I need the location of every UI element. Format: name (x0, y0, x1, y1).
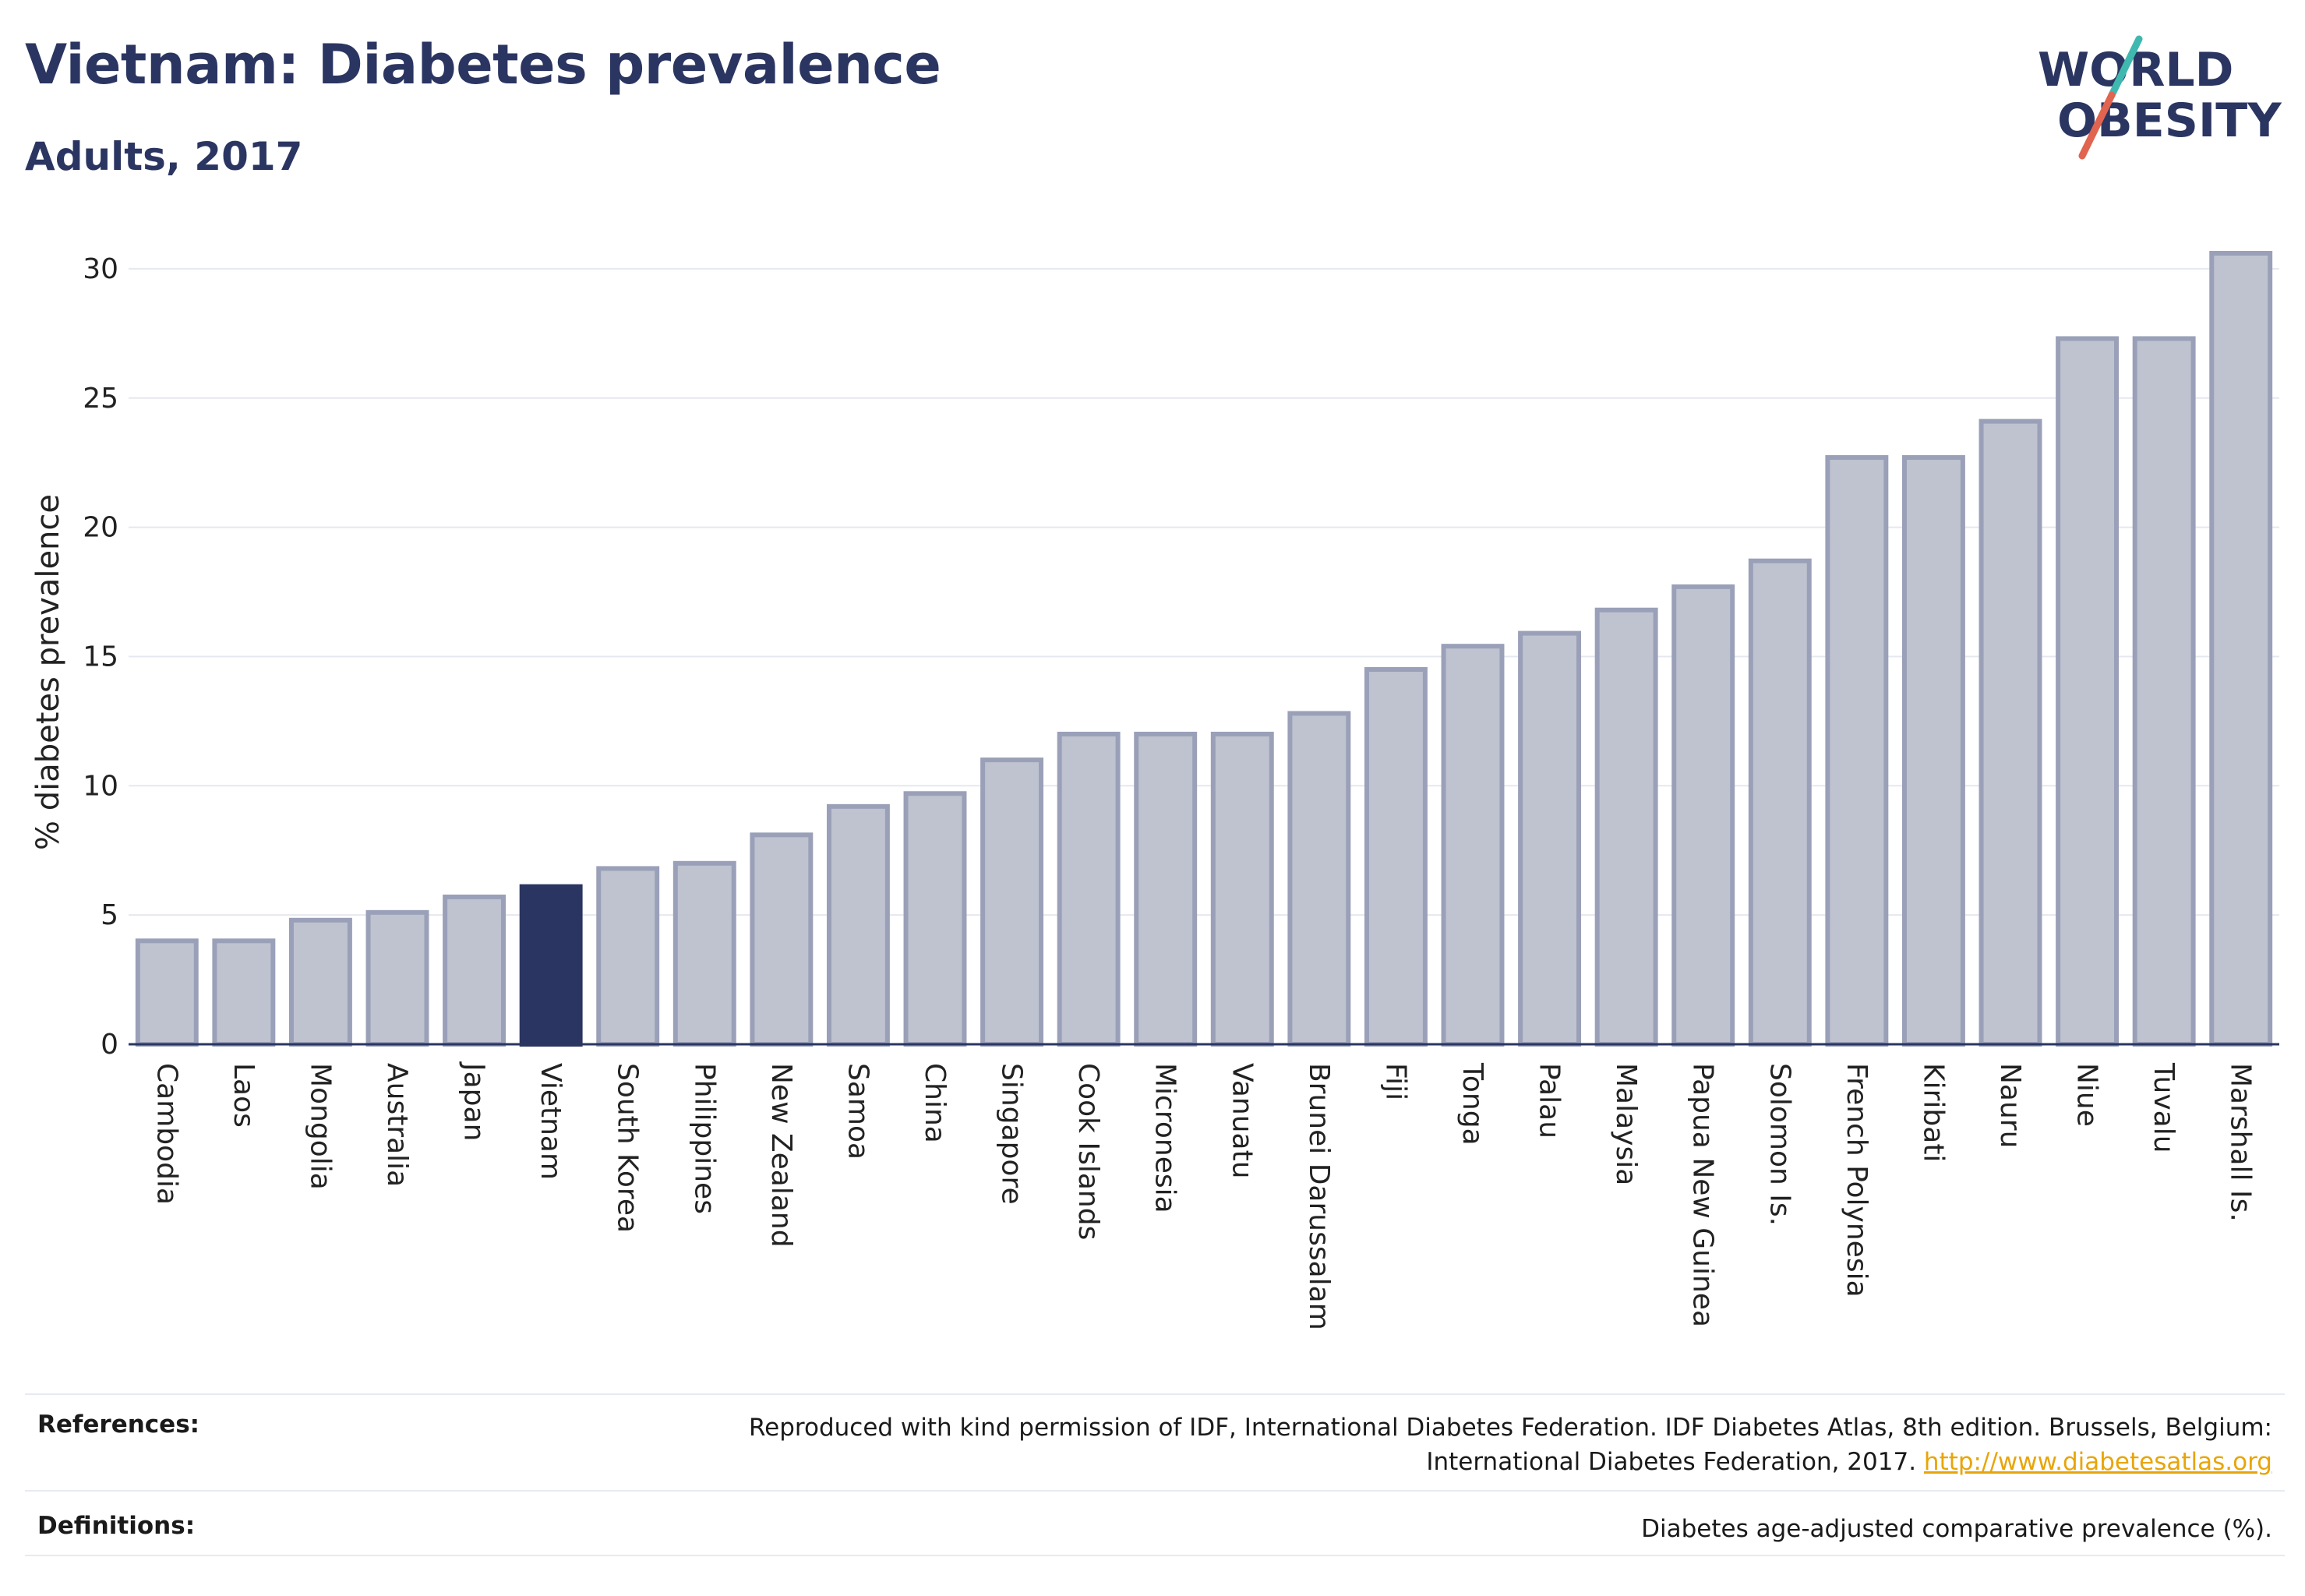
bar-australia (365, 909, 429, 1047)
definitions-text: Diabetes age-adjusted comparative preval… (1641, 1515, 2272, 1543)
bar-chart: 0 5 10 15 20 25 30 Cambodia Laos Mongolia Austral… (30, 251, 2279, 1330)
chart-subtitle: Adults, 2017 (25, 134, 303, 179)
bar-japan (443, 894, 507, 1047)
x-tick-label: Nauru (1994, 1063, 2026, 1148)
x-tick-label: Malaysia (1610, 1063, 1642, 1185)
references-line-2-text: International Diabetes Federation, 2017. (1426, 1448, 1917, 1476)
y-tick-label: 5 (101, 899, 118, 931)
footer-divider-top (25, 1393, 2285, 1395)
bar-south-korea (596, 866, 660, 1047)
references-line-1: Reproduced with kind permission of IDF, … (749, 1414, 2272, 1442)
x-tick-label: Niue (2071, 1063, 2103, 1127)
y-tick-label: 20 (83, 512, 118, 544)
x-tick-label: Australia (381, 1063, 413, 1187)
bar-solomon-is (1748, 558, 1812, 1047)
x-tick-label: Kiribati (1917, 1063, 1949, 1162)
x-tick-label: Palau (1534, 1063, 1565, 1139)
y-axis-label: % diabetes prevalence (30, 494, 66, 850)
x-tick-label: French Polynesia (1841, 1063, 1873, 1298)
x-tick-label: China (919, 1063, 951, 1143)
x-tick-label: Papua New Guinea (1687, 1063, 1719, 1327)
bar-philippines (672, 860, 736, 1047)
x-tick-label: Cook Islands (1072, 1063, 1104, 1240)
definitions-row: Definitions: Diabetes age-adjusted compa… (25, 1512, 2285, 1551)
bar-tuvalu (2132, 336, 2196, 1047)
logo-slash-teal (2108, 35, 2143, 99)
x-tick-label: Samoa (842, 1063, 874, 1160)
footer-divider-mid (25, 1490, 2285, 1492)
references-link[interactable]: http://www.diabetesatlas.org (1923, 1448, 2272, 1476)
x-tick-label: Japan (458, 1061, 490, 1141)
bar-laos (212, 938, 276, 1047)
y-tick-label: 0 (101, 1029, 118, 1061)
bar-tonga (1441, 644, 1505, 1047)
x-tick-label: Micronesia (1149, 1063, 1181, 1213)
world-obesity-logo: WORLD OBESITY (2038, 35, 2282, 160)
bar-palau (1518, 630, 1582, 1047)
x-tick-label: Mongolia (304, 1063, 336, 1190)
bar-marshall-is (2209, 251, 2273, 1047)
bar-china (903, 791, 967, 1047)
y-axis-ticks: 0 5 10 15 20 25 30 (83, 253, 118, 1061)
logo-slash-red (2078, 91, 2116, 160)
footer-divider-bottom (25, 1555, 2285, 1556)
bar-samoa (826, 803, 890, 1047)
bar-cook-islands (1057, 731, 1121, 1047)
bar-kiribati (1901, 455, 1965, 1047)
x-axis-labels: Cambodia Laos Mongolia Australia Japan Vietna… (150, 1061, 2256, 1330)
references-label: References: (37, 1411, 200, 1439)
references-line-2: International Diabetes Federation, 2017.… (749, 1445, 2272, 1479)
y-tick-label: 25 (83, 383, 118, 415)
bar-papua-new-guinea (1671, 584, 1735, 1047)
bar-micronesia (1134, 731, 1198, 1047)
bar-new-zealand (750, 832, 814, 1047)
references-text: Reproduced with kind permission of IDF, … (749, 1411, 2272, 1479)
bar-mongolia (288, 917, 352, 1047)
bar-singapore (980, 757, 1044, 1047)
x-tick-label: New Zealand (765, 1063, 797, 1248)
x-tick-label: Cambodia (150, 1063, 182, 1205)
bar-french-polynesia (1825, 455, 1889, 1047)
logo-word-obesity: OBESITY (2057, 94, 2282, 148)
x-tick-label: Laos (228, 1063, 259, 1128)
references-row: References: Reproduced with kind permiss… (25, 1411, 2285, 1496)
bar-fiji (1364, 667, 1428, 1047)
x-tick-label: Marshall Is. (2225, 1063, 2257, 1222)
x-tick-label: Solomon Is. (1763, 1063, 1795, 1226)
x-tick-label: South Korea (612, 1063, 644, 1233)
definitions-label: Definitions: (37, 1512, 196, 1540)
chart-title: Vietnam: Diabetes prevalence (25, 33, 941, 97)
y-tick-label: 15 (83, 641, 118, 673)
x-tick-label: Tuvalu (2148, 1062, 2180, 1153)
y-tick-label: 30 (83, 253, 118, 285)
y-tick-label: 10 (83, 770, 118, 802)
bar-malaysia (1594, 607, 1658, 1047)
x-tick-label: Tonga (1456, 1062, 1488, 1146)
bar-cambodia (135, 938, 199, 1047)
bars (135, 251, 2273, 1047)
x-tick-label: Philippines (688, 1063, 720, 1214)
bar-vietnam (519, 884, 583, 1047)
bar-brunei-darussalam (1287, 711, 1351, 1047)
x-tick-label: Brunei Darussalam (1303, 1063, 1335, 1330)
bar-vanuatu (1210, 731, 1274, 1047)
x-tick-label: Fiji (1379, 1063, 1411, 1100)
x-tick-label: Vanuatu (1226, 1063, 1258, 1179)
bar-niue (2056, 336, 2120, 1047)
x-tick-label: Singapore (996, 1063, 1028, 1205)
bar-nauru (1978, 418, 2042, 1047)
x-tick-label: Vietnam (535, 1063, 567, 1180)
